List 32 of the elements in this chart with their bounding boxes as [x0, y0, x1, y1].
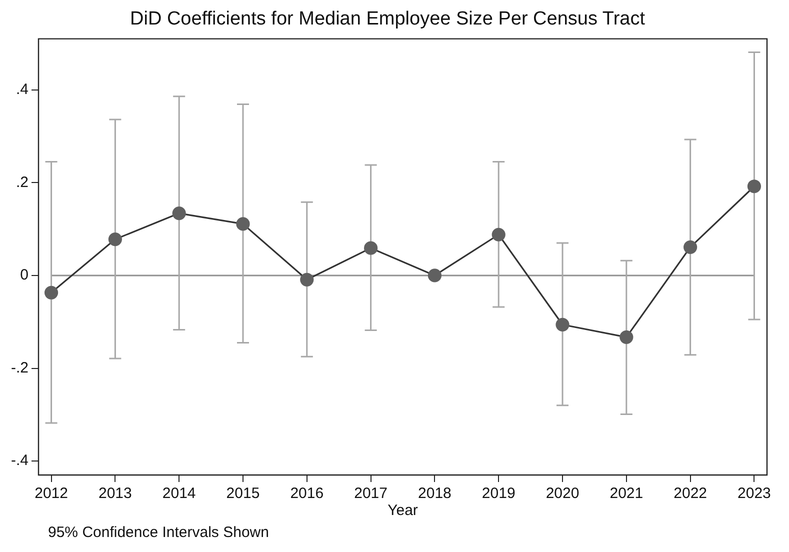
- x-axis-title: Year: [388, 502, 418, 520]
- x-tick-label: 2012: [34, 485, 68, 502]
- x-tick-label: 2021: [610, 485, 644, 502]
- point: [620, 330, 634, 344]
- x-tick-label: 2016: [290, 485, 324, 502]
- point: [428, 268, 442, 282]
- x-tick-label: 2018: [418, 485, 452, 502]
- y-tick-label: -.2: [10, 359, 29, 376]
- y-tick-label: 0: [20, 266, 29, 284]
- point: [492, 228, 506, 242]
- point: [236, 217, 250, 231]
- x-tick-label: 2013: [98, 485, 132, 502]
- x-tick-label: 2022: [674, 485, 708, 502]
- point: [108, 232, 122, 246]
- chart-title: DiD Coefficients for Median Employee Size Per Census Tract: [130, 8, 646, 30]
- point: [684, 240, 698, 254]
- point: [300, 272, 314, 286]
- y-tick-label: -.4: [10, 452, 29, 470]
- x-tick-label: 2019: [482, 485, 516, 502]
- text: 95% Confidence Intervals Shown: [48, 524, 270, 541]
- x-tick-label: 2014: [162, 485, 196, 502]
- x-tick-label: 2023: [738, 485, 771, 502]
- x-tick-label: 2020: [546, 485, 580, 502]
- point: [364, 241, 378, 255]
- point: [44, 286, 58, 300]
- point: [747, 180, 762, 194]
- point: [556, 318, 570, 332]
- x-tick-label: 2015: [226, 485, 260, 502]
- y-tick-label: .2: [16, 174, 29, 191]
- y-tick-label: .4: [16, 80, 29, 98]
- point: [172, 206, 186, 220]
- x-tick-label: 2017: [354, 485, 388, 502]
